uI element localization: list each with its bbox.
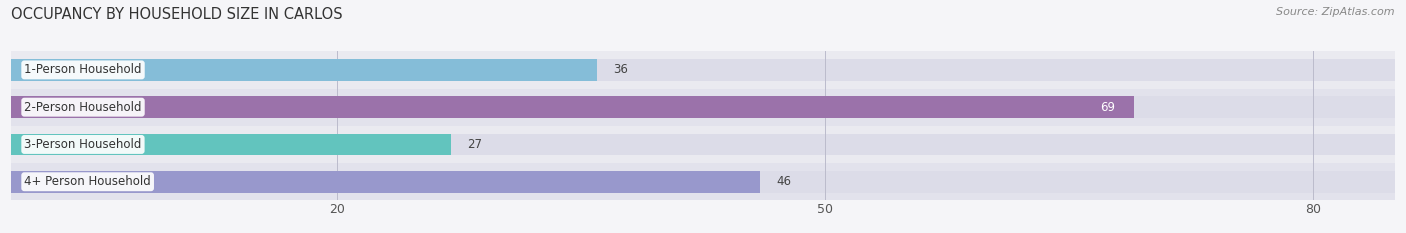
Text: 4+ Person Household: 4+ Person Household [24, 175, 150, 188]
Bar [11, 89, 1395, 126]
Bar [11, 96, 1135, 118]
Bar [11, 134, 451, 155]
Text: OCCUPANCY BY HOUSEHOLD SIZE IN CARLOS: OCCUPANCY BY HOUSEHOLD SIZE IN CARLOS [11, 7, 343, 22]
Text: 46: 46 [776, 175, 792, 188]
Text: 27: 27 [467, 138, 482, 151]
Bar [11, 134, 1395, 155]
Bar [11, 51, 1395, 89]
Bar [11, 96, 1395, 118]
Text: 1-Person Household: 1-Person Household [24, 63, 142, 76]
Text: 2-Person Household: 2-Person Household [24, 101, 142, 114]
Bar [11, 171, 1395, 192]
Text: 36: 36 [613, 63, 628, 76]
Bar [11, 59, 598, 81]
Text: Source: ZipAtlas.com: Source: ZipAtlas.com [1277, 7, 1395, 17]
Bar [11, 171, 761, 192]
Bar [11, 163, 1395, 200]
Text: 69: 69 [1099, 101, 1115, 114]
Text: 3-Person Household: 3-Person Household [24, 138, 142, 151]
Bar [11, 126, 1395, 163]
Bar [11, 59, 1395, 81]
